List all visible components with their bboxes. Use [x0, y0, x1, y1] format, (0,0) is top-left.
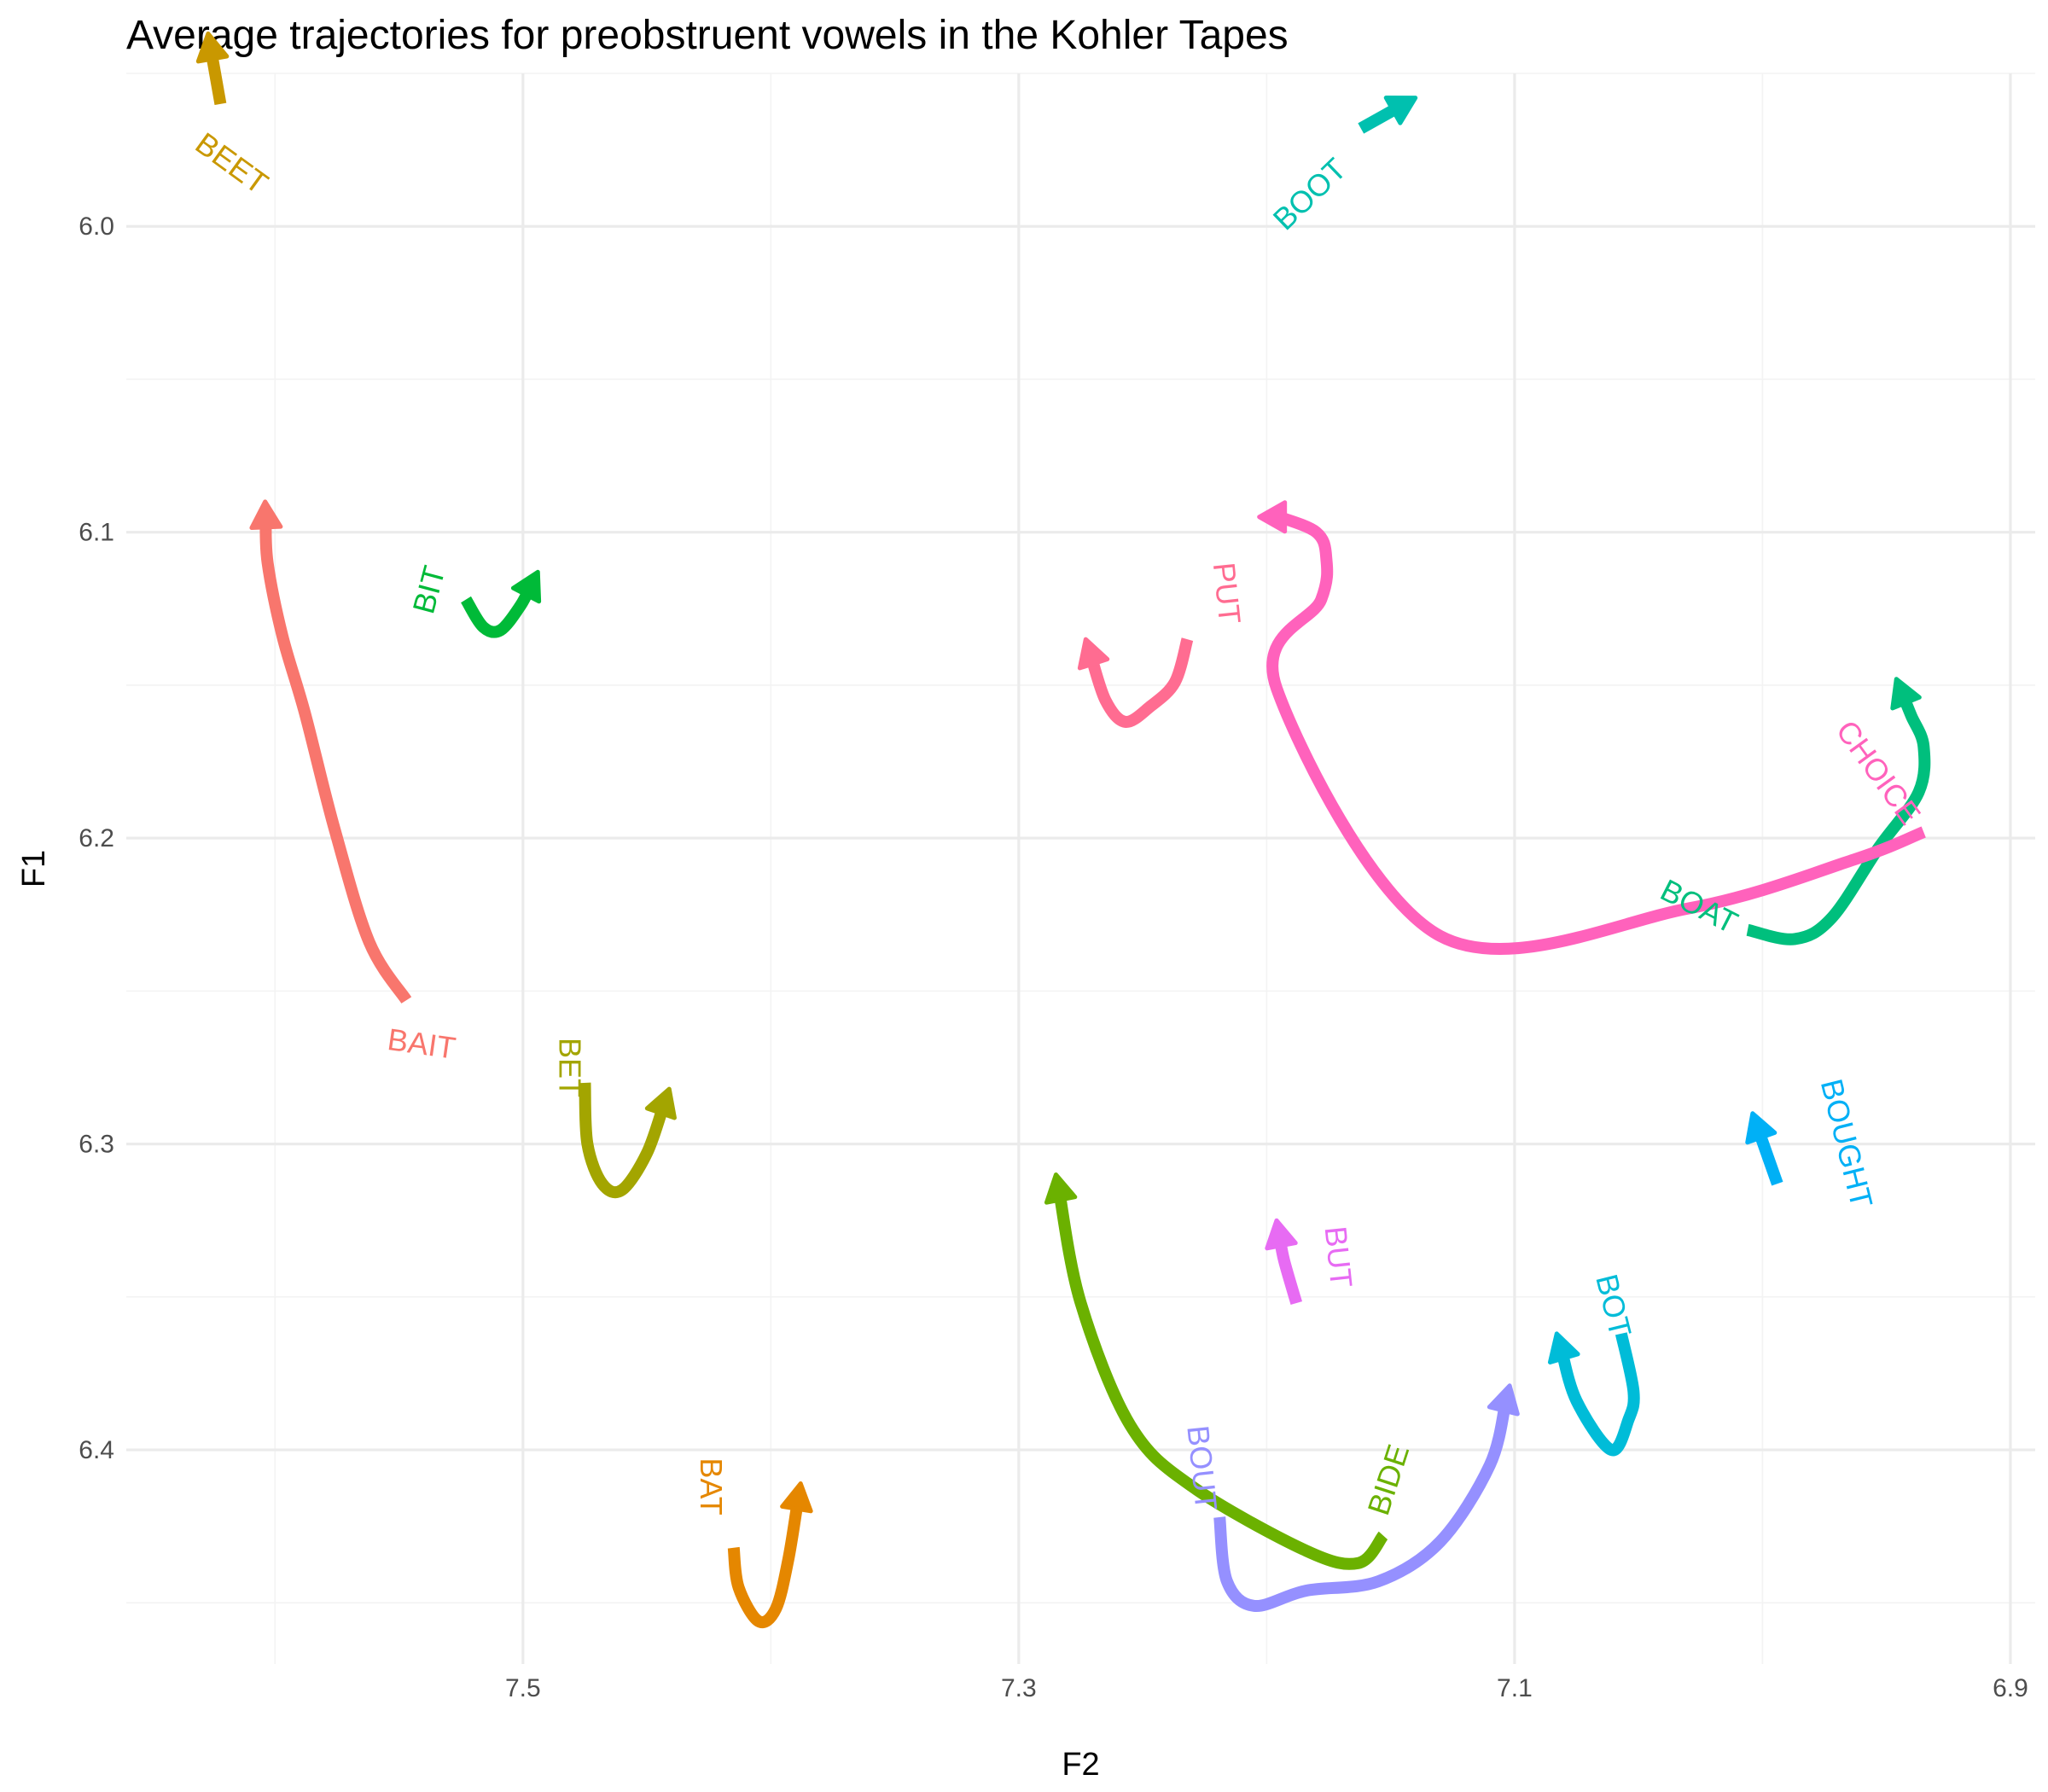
trajectory-arrowhead	[780, 1481, 813, 1514]
trajectory-arrowhead	[1265, 1218, 1298, 1251]
y-tick-label: 6.1	[79, 519, 114, 547]
trajectory-bet	[579, 1082, 677, 1199]
trajectory-boat	[1746, 677, 1931, 945]
x-tick-label: 7.5	[505, 1674, 541, 1702]
trajectory-bide	[1044, 1172, 1388, 1570]
label-bout: BOUT	[1180, 1423, 1224, 1512]
trajectory-arrowhead	[1257, 500, 1288, 534]
trajectory-line	[1213, 1399, 1512, 1612]
x-tick-label: 7.1	[1497, 1674, 1533, 1702]
trajectory-arrowhead	[644, 1086, 677, 1120]
y-tick-label: 6.3	[79, 1131, 114, 1159]
trajectory-line	[259, 516, 412, 1004]
trajectory-but	[1265, 1218, 1302, 1305]
x-tick-label: 6.9	[1993, 1674, 2028, 1702]
x-axis-title: F2	[1062, 1747, 1099, 1783]
label-bide: BIDE	[1360, 1440, 1416, 1520]
trajectory-line	[1746, 690, 1931, 945]
label-layer: BAITBATBEETBETBIDEBITBOATBOOTBOTBOUGHTBO…	[189, 125, 1929, 1519]
y-tick-label: 6.0	[79, 212, 114, 241]
trajectory-boot	[1358, 96, 1418, 134]
trajectory-line	[1085, 637, 1194, 728]
label-bit: BIT	[405, 562, 451, 618]
x-tick-label: 7.3	[1001, 1674, 1037, 1702]
trajectory-arrowhead	[1890, 677, 1922, 711]
trajectory-bit	[460, 569, 542, 638]
label-but: BUT	[1318, 1225, 1359, 1289]
axis-layer: 7.5 7.3 7.1 6.9 6.0 6.1 6.2 6.3 6.4 F2 F1	[16, 212, 2028, 1783]
trajectory-line	[727, 1498, 805, 1629]
trajectory-line	[460, 583, 537, 638]
trajectory-line	[1266, 509, 1926, 955]
trajectory-bot	[1547, 1331, 1640, 1457]
trajectory-arrowhead	[195, 31, 230, 64]
y-tick-label: 6.2	[79, 824, 114, 852]
trajectory-line	[1555, 1332, 1640, 1457]
trajectory-arrowhead	[1044, 1172, 1078, 1205]
trajectory-put	[1077, 637, 1194, 728]
label-bat: BAT	[694, 1457, 729, 1515]
trajectory-arrowhead	[1547, 1331, 1580, 1364]
trajectory-line	[1052, 1188, 1388, 1570]
trajectory-layer	[195, 31, 1931, 1629]
trajectory-line	[579, 1082, 670, 1199]
label-boat: BOAT	[1655, 872, 1743, 940]
grid-layer	[126, 73, 2035, 1664]
trajectory-beet	[195, 31, 230, 106]
trajectory-arrowhead	[1745, 1111, 1777, 1145]
label-boot: BOOT	[1266, 151, 1353, 236]
trajectory-bait	[249, 499, 412, 1004]
trajectory-bout	[1213, 1383, 1520, 1612]
y-axis-title: F1	[16, 850, 52, 887]
label-put: PUT	[1207, 561, 1248, 625]
trajectory-arrowhead	[1383, 96, 1418, 125]
y-tick-label: 6.4	[79, 1436, 114, 1464]
chart-title: Average trajectories for preobstruent vo…	[126, 13, 1289, 58]
label-beet: BEET	[189, 125, 275, 201]
trajectory-arrowhead	[1487, 1383, 1520, 1417]
trajectory-choice	[1257, 500, 1926, 955]
label-bot: BOT	[1589, 1271, 1638, 1341]
trajectory-arrowhead	[1077, 637, 1110, 671]
label-bait: BAIT	[386, 1021, 458, 1066]
trajectory-arrowhead	[249, 499, 283, 531]
trajectory-arrowhead	[510, 569, 542, 604]
label-bet: BET	[553, 1038, 588, 1097]
trajectory-bat	[727, 1481, 813, 1629]
trajectory-bought	[1745, 1111, 1783, 1186]
